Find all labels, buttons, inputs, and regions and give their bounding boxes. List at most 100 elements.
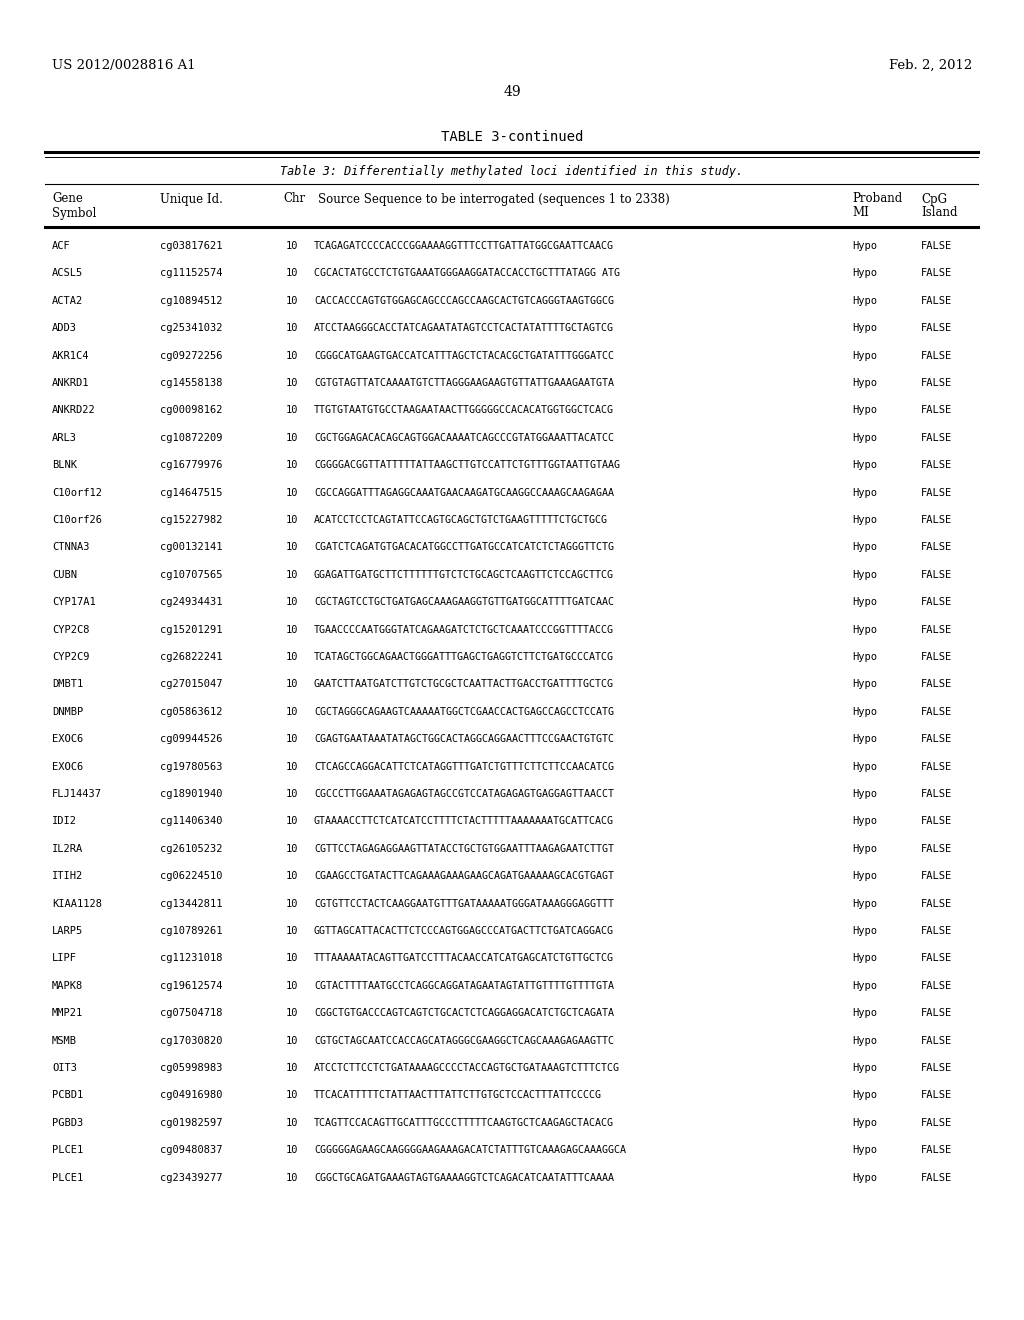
- Text: IDI2: IDI2: [52, 816, 77, 826]
- Text: TGAACCCCAATGGGTATCAGAAGATCTCTGCTCAAATCCCGGTTTTACCG: TGAACCCCAATGGGTATCAGAAGATCTCTGCTCAAATCCC…: [314, 624, 614, 635]
- Text: Chr: Chr: [283, 193, 305, 206]
- Text: 10: 10: [286, 570, 299, 579]
- Text: TABLE 3-continued: TABLE 3-continued: [440, 129, 584, 144]
- Text: GGTTAGCATTACACTTCTCCCAGTGGAGCCCATGACTTCTGATCAGGACG: GGTTAGCATTACACTTCTCCCAGTGGAGCCCATGACTTCT…: [314, 927, 614, 936]
- Text: cg26822241: cg26822241: [160, 652, 222, 663]
- Text: 10: 10: [286, 515, 299, 525]
- Text: CGCTAGTCCTGCTGATGAGCAAAGAAGGTGTTGATGGCATTTTGATCAAC: CGCTAGTCCTGCTGATGAGCAAAGAAGGTGTTGATGGCAT…: [314, 597, 614, 607]
- Text: FALSE: FALSE: [921, 296, 952, 306]
- Text: EXOC6: EXOC6: [52, 734, 83, 744]
- Text: cg19612574: cg19612574: [160, 981, 222, 991]
- Text: 10: 10: [286, 351, 299, 360]
- Text: FALSE: FALSE: [921, 816, 952, 826]
- Text: ACSL5: ACSL5: [52, 268, 83, 279]
- Text: FALSE: FALSE: [921, 378, 952, 388]
- Text: FALSE: FALSE: [921, 433, 952, 442]
- Text: FALSE: FALSE: [921, 789, 952, 799]
- Text: FALSE: FALSE: [921, 1146, 952, 1155]
- Text: FALSE: FALSE: [921, 1172, 952, 1183]
- Text: C10orf26: C10orf26: [52, 515, 102, 525]
- Text: FALSE: FALSE: [921, 597, 952, 607]
- Text: CGCCCTTGGAAATAGAGAGTAGCCGTCCATAGAGAGTGAGGAGTTAACCT: CGCCCTTGGAAATAGAGAGTAGCCGTCCATAGAGAGTGAG…: [314, 789, 614, 799]
- Text: CGTTCCTAGAGAGGAAGTTATACCTGCTGTGGAATTTAAGAGAATCTTGT: CGTTCCTAGAGAGGAAGTTATACCTGCTGTGGAATTTAAG…: [314, 843, 614, 854]
- Text: cg10789261: cg10789261: [160, 927, 222, 936]
- Text: 10: 10: [286, 927, 299, 936]
- Text: cg25341032: cg25341032: [160, 323, 222, 333]
- Text: MSMB: MSMB: [52, 1036, 77, 1045]
- Text: cg17030820: cg17030820: [160, 1036, 222, 1045]
- Text: C10orf12: C10orf12: [52, 487, 102, 498]
- Text: FALSE: FALSE: [921, 515, 952, 525]
- Text: Hypo: Hypo: [852, 1146, 877, 1155]
- Text: ARL3: ARL3: [52, 433, 77, 442]
- Text: CGGCTGTGACCCAGTCAGTCTGCACTCTCAGGAGGACATCTGCTCAGATA: CGGCTGTGACCCAGTCAGTCTGCACTCTCAGGAGGACATC…: [314, 1008, 614, 1018]
- Text: FALSE: FALSE: [921, 570, 952, 579]
- Text: CACCACCCAGTGTGGAGCAGCCCAGCCAAGCACTGTCAGGGTAAGTGGCG: CACCACCCAGTGTGGAGCAGCCCAGCCAAGCACTGTCAGG…: [314, 296, 614, 306]
- Text: EXOC6: EXOC6: [52, 762, 83, 772]
- Text: FALSE: FALSE: [921, 487, 952, 498]
- Text: Feb. 2, 2012: Feb. 2, 2012: [889, 58, 972, 71]
- Text: cg09944526: cg09944526: [160, 734, 222, 744]
- Text: FALSE: FALSE: [921, 927, 952, 936]
- Text: DMBT1: DMBT1: [52, 680, 83, 689]
- Text: Hypo: Hypo: [852, 570, 877, 579]
- Text: 10: 10: [286, 734, 299, 744]
- Text: cg11406340: cg11406340: [160, 816, 222, 826]
- Text: CGTGTAGTTATCAAAATGTCTTAGGGAAGAAGTGTTATTGAAAGAATGTA: CGTGTAGTTATCAAAATGTCTTAGGGAAGAAGTGTTATTG…: [314, 378, 614, 388]
- Text: Hypo: Hypo: [852, 1008, 877, 1018]
- Text: FALSE: FALSE: [921, 268, 952, 279]
- Text: Hypo: Hypo: [852, 927, 877, 936]
- Text: FALSE: FALSE: [921, 1118, 952, 1127]
- Text: CYP2C8: CYP2C8: [52, 624, 89, 635]
- Text: FALSE: FALSE: [921, 706, 952, 717]
- Text: 10: 10: [286, 816, 299, 826]
- Text: 10: 10: [286, 543, 299, 552]
- Text: BLNK: BLNK: [52, 461, 77, 470]
- Text: cg10707565: cg10707565: [160, 570, 222, 579]
- Text: CGAAGCCTGATACTTCAGAAAGAAAGAAGCAGATGAAAAAGCACGTGAGT: CGAAGCCTGATACTTCAGAAAGAAAGAAGCAGATGAAAAA…: [314, 871, 614, 882]
- Text: Hypo: Hypo: [852, 543, 877, 552]
- Text: Hypo: Hypo: [852, 323, 877, 333]
- Text: cg03817621: cg03817621: [160, 242, 222, 251]
- Text: 10: 10: [286, 405, 299, 416]
- Text: CGTGTTCCTACTCAAGGAATGTTTGATAAAAATGGGATAAAGGGAGGTTT: CGTGTTCCTACTCAAGGAATGTTTGATAAAAATGGGATAA…: [314, 899, 614, 908]
- Text: CpG: CpG: [921, 193, 947, 206]
- Text: CGGCTGCAGATGAAAGTAGTGAAAAGGTCTCAGACATCAATATTTCAAAA: CGGCTGCAGATGAAAGTAGTGAAAAGGTCTCAGACATCAA…: [314, 1172, 614, 1183]
- Text: FALSE: FALSE: [921, 981, 952, 991]
- Text: CGGGGACGGTTATTTTTATTAAGCTTGTCCATTCTGTTTGGTAATTGTAAG: CGGGGACGGTTATTTTTATTAAGCTTGTCCATTCTGTTTG…: [314, 461, 620, 470]
- Text: Hypo: Hypo: [852, 734, 877, 744]
- Text: 10: 10: [286, 871, 299, 882]
- Text: ACTA2: ACTA2: [52, 296, 83, 306]
- Text: CTCAGCCAGGACATTCTCATAGGTTTGATCTGTTTCTTCTTCCAACATCG: CTCAGCCAGGACATTCTCATAGGTTTGATCTGTTTCTTCT…: [314, 762, 614, 772]
- Text: FALSE: FALSE: [921, 1090, 952, 1101]
- Text: ITIH2: ITIH2: [52, 871, 83, 882]
- Text: CUBN: CUBN: [52, 570, 77, 579]
- Text: ADD3: ADD3: [52, 323, 77, 333]
- Text: cg11231018: cg11231018: [160, 953, 222, 964]
- Text: Hypo: Hypo: [852, 242, 877, 251]
- Text: FALSE: FALSE: [921, 899, 952, 908]
- Text: ACATCCTCCTCAGTATTCCAGTGCAGCTGTCTGAAGTTTTTCTGCTGCG: ACATCCTCCTCAGTATTCCAGTGCAGCTGTCTGAAGTTTT…: [314, 515, 608, 525]
- Text: 10: 10: [286, 1063, 299, 1073]
- Text: PCBD1: PCBD1: [52, 1090, 83, 1101]
- Text: FALSE: FALSE: [921, 953, 952, 964]
- Text: FALSE: FALSE: [921, 762, 952, 772]
- Text: Hypo: Hypo: [852, 1172, 877, 1183]
- Text: cg00098162: cg00098162: [160, 405, 222, 416]
- Text: cg00132141: cg00132141: [160, 543, 222, 552]
- Text: Proband: Proband: [852, 193, 902, 206]
- Text: cg18901940: cg18901940: [160, 789, 222, 799]
- Text: cg13442811: cg13442811: [160, 899, 222, 908]
- Text: FALSE: FALSE: [921, 351, 952, 360]
- Text: FALSE: FALSE: [921, 680, 952, 689]
- Text: PGBD3: PGBD3: [52, 1118, 83, 1127]
- Text: Hypo: Hypo: [852, 597, 877, 607]
- Text: 10: 10: [286, 1036, 299, 1045]
- Text: 10: 10: [286, 487, 299, 498]
- Text: cg16779976: cg16779976: [160, 461, 222, 470]
- Text: cg14558138: cg14558138: [160, 378, 222, 388]
- Text: cg04916980: cg04916980: [160, 1090, 222, 1101]
- Text: 10: 10: [286, 1008, 299, 1018]
- Text: 10: 10: [286, 242, 299, 251]
- Text: Hypo: Hypo: [852, 706, 877, 717]
